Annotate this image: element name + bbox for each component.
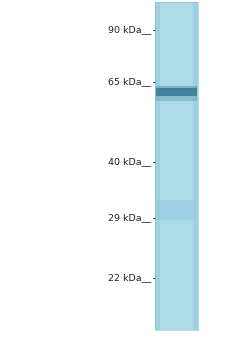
Bar — [157, 200, 196, 220]
Text: 90 kDa__: 90 kDa__ — [108, 25, 151, 34]
Bar — [155, 2, 198, 330]
Bar — [156, 86, 197, 90]
Bar — [156, 88, 197, 96]
Text: 65 kDa__: 65 kDa__ — [108, 77, 151, 87]
Text: 29 kDa__: 29 kDa__ — [108, 214, 151, 222]
Bar — [155, 2, 160, 330]
Bar — [156, 96, 197, 101]
Text: 40 kDa__: 40 kDa__ — [108, 158, 151, 167]
Bar — [193, 2, 198, 330]
Text: 22 kDa__: 22 kDa__ — [108, 273, 151, 283]
Bar — [155, 2, 198, 330]
